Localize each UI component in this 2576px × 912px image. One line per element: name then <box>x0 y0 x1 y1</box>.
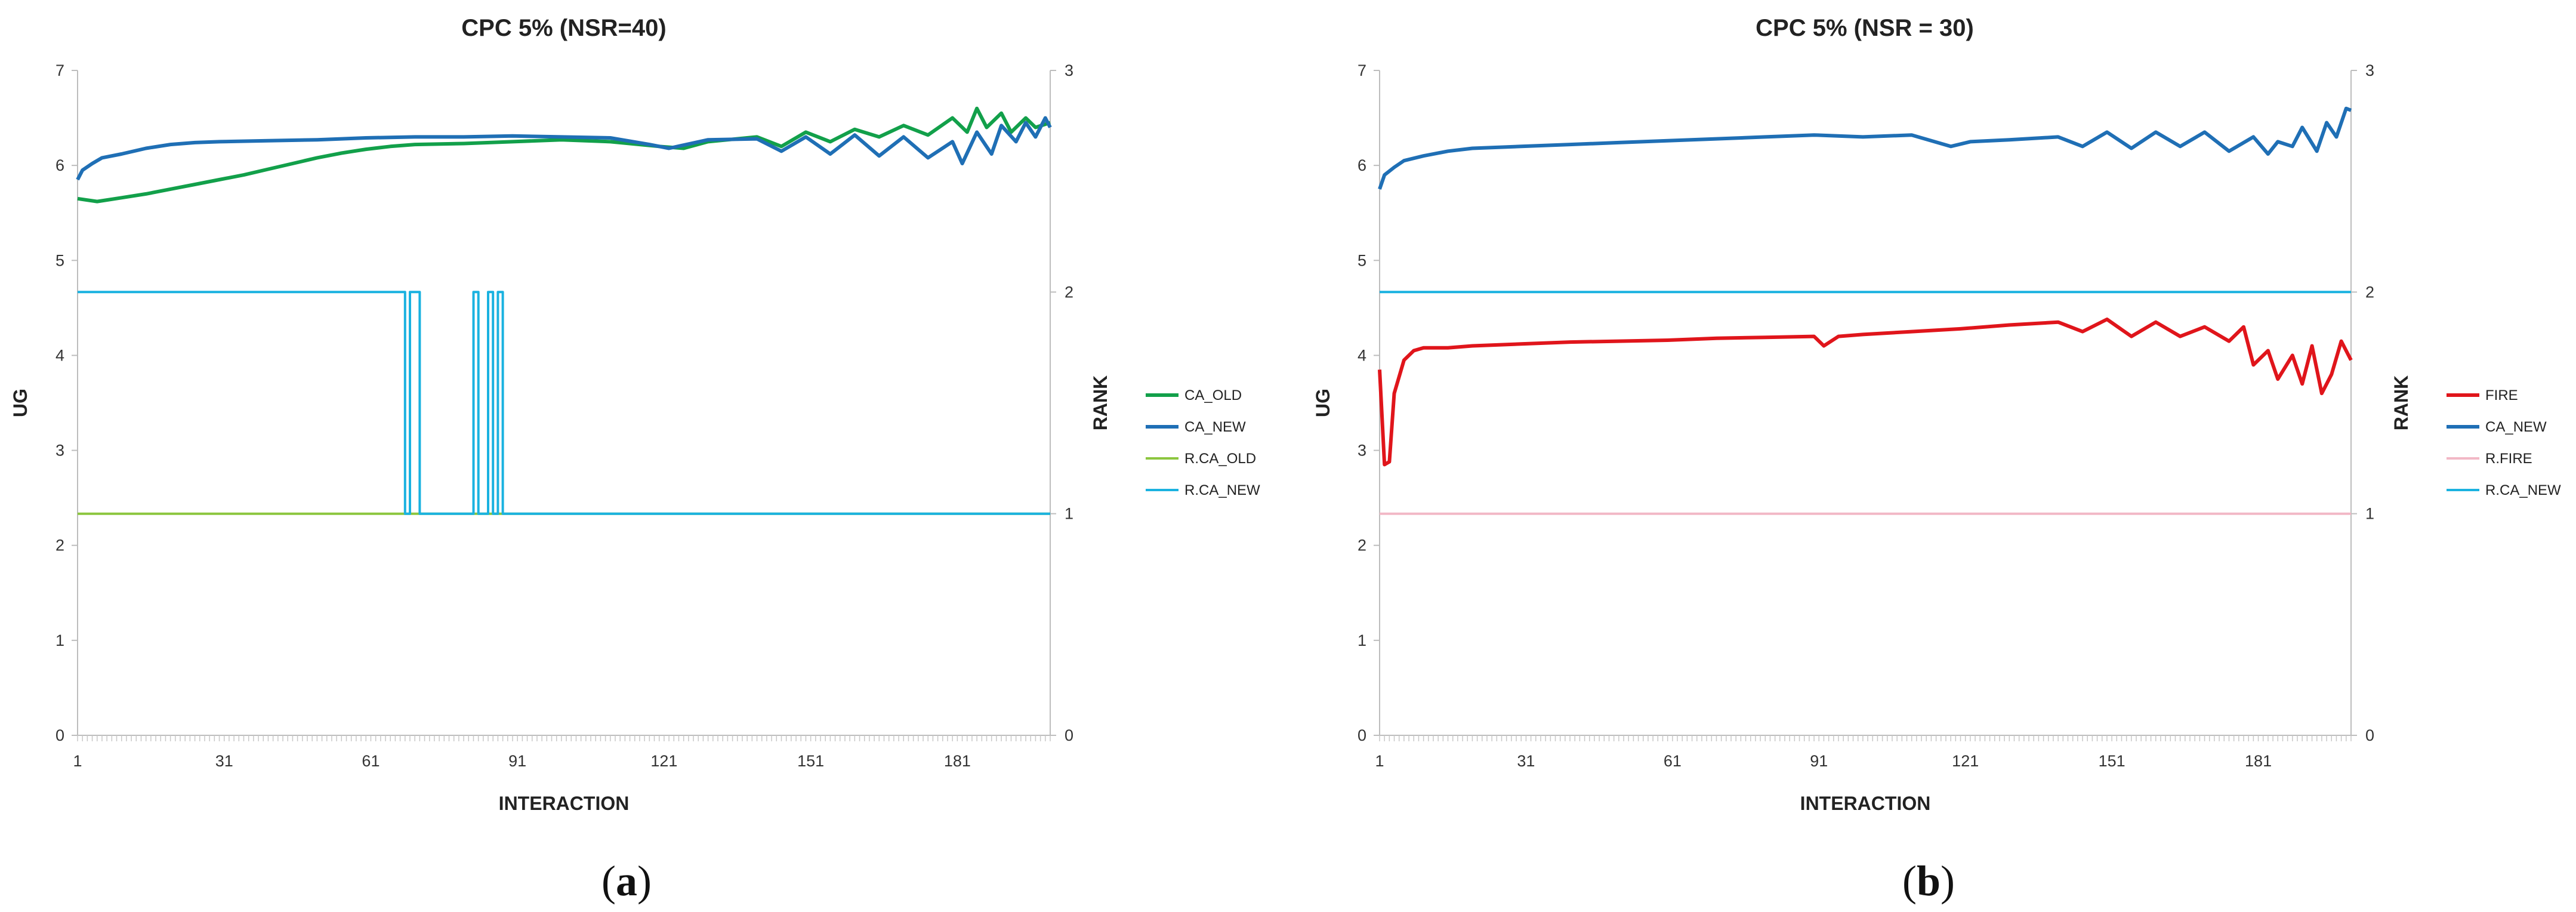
legend: FIRE CA_NEW R.FIRE R.CA_NEW <box>2447 387 2561 498</box>
x-tick-label: 181 <box>2245 752 2272 770</box>
x-axis-label: INTERACTION <box>499 793 630 814</box>
y-tick-label: 7 <box>55 61 64 79</box>
y-tick-label: 6 <box>1358 156 1366 174</box>
legend-label: R.CA_NEW <box>1184 482 1260 498</box>
x-tick-label: 121 <box>650 752 677 770</box>
chart-title: CPC 5% (NSR = 30) <box>1756 15 1974 41</box>
legend-label: FIRE <box>2485 387 2518 403</box>
legend-label: CA_OLD <box>1184 387 1242 403</box>
y-tick-label: 4 <box>55 346 64 364</box>
y-axis-label: UG <box>10 389 31 417</box>
legend-label: CA_NEW <box>1184 419 1246 435</box>
legend-label: R.FIRE <box>2485 451 2532 467</box>
legend-label: CA_NEW <box>2485 419 2547 435</box>
x-tick-label: 91 <box>508 752 526 770</box>
y2-axis-label: RANK <box>1090 375 1111 430</box>
caption-close: ) <box>1941 857 1955 905</box>
series-line-ca-old <box>77 106 1051 204</box>
x-tick-label: 1 <box>1375 752 1384 770</box>
x-tick-label: 61 <box>1664 752 1682 770</box>
x-minor-tick-marks <box>77 735 1051 741</box>
y-tick-label: 2 <box>1358 537 1366 554</box>
x-tick-label: 61 <box>362 752 380 770</box>
caption-open: ( <box>1902 857 1917 905</box>
y2-tick-label: 1 <box>2365 505 2374 523</box>
y-tick-label: 1 <box>1358 631 1366 649</box>
y2-tick-label: 1 <box>1065 505 1073 523</box>
y-tick-label: 6 <box>55 156 64 174</box>
legend-label: R.CA_NEW <box>2485 482 2561 498</box>
x-minor-tick-marks <box>1379 735 2352 741</box>
x-minor-ticks <box>1379 735 2352 741</box>
y2-tick-label: 0 <box>1065 726 1073 744</box>
panel-caption: (b) <box>1902 857 1955 905</box>
y-tick-label: 5 <box>1358 251 1366 269</box>
y2-axis-label: RANK <box>2390 375 2412 430</box>
chart-title: CPC 5% (NSR=40) <box>461 15 666 41</box>
x-tick-label: 151 <box>2099 752 2125 770</box>
y-tick-label: 7 <box>1358 61 1366 79</box>
y-tick-label: 5 <box>55 251 64 269</box>
x-tick-label: 181 <box>944 752 971 770</box>
x-tick-label: 31 <box>215 752 233 770</box>
y2-tick-label: 3 <box>1065 61 1073 79</box>
series-line-r-ca-new <box>78 291 1050 515</box>
y-tick-label: 3 <box>1358 442 1366 460</box>
y-tick-label: 1 <box>55 631 64 649</box>
series-line-ca-new <box>76 116 1052 181</box>
legend-label: R.CA_OLD <box>1184 451 1256 467</box>
y2-tick-label: 2 <box>2365 283 2374 301</box>
y2-tick-label: 0 <box>2365 726 2374 744</box>
y-axis-label: UG <box>1312 389 1334 417</box>
x-tick-label: 31 <box>1517 752 1535 770</box>
legend: CA_OLD CA_NEW R.CA_OLD R.CA_NEW <box>1146 387 1260 498</box>
x-tick-label: 1 <box>73 752 82 770</box>
x-axis-label: INTERACTION <box>1800 793 1931 814</box>
y-tick-label: 3 <box>55 442 64 460</box>
caption-close: ) <box>637 857 652 905</box>
y-tick-label: 0 <box>1358 726 1366 744</box>
x-minor-ticks <box>77 735 1051 741</box>
y-tick-label: 0 <box>55 726 64 744</box>
x-tick-label: 91 <box>1810 752 1828 770</box>
caption-open: ( <box>601 857 616 905</box>
caption-letter: b <box>1917 857 1941 905</box>
x-tick-label: 121 <box>1952 752 1979 770</box>
y2-tick-label: 3 <box>2365 61 2374 79</box>
panel-caption: (a) <box>601 857 652 905</box>
y-tick-label: 2 <box>55 537 64 554</box>
x-tick-label: 151 <box>797 752 824 770</box>
y2-tick-label: 2 <box>1065 283 1073 301</box>
y-tick-label: 4 <box>1358 346 1366 364</box>
series-line-fire <box>1378 318 2353 467</box>
caption-letter: a <box>616 857 637 905</box>
series-line-ca-new <box>1378 106 2352 190</box>
